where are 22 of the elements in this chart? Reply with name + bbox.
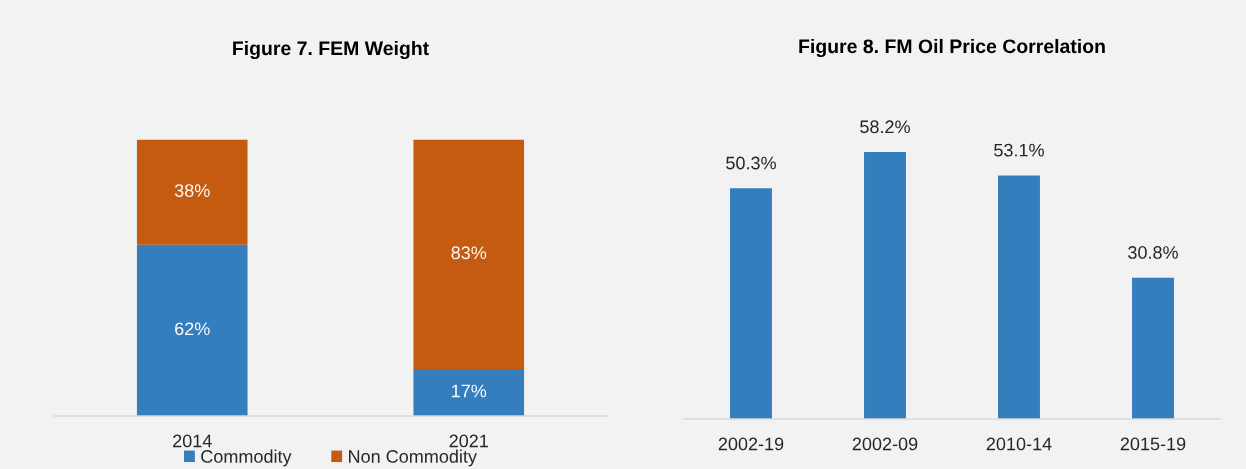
data-label: 17% — [452, 384, 487, 398]
data-label: 30.8% — [1128, 246, 1178, 259]
chart-title: Figure 8. FM Oil Price Correlation — [799, 38, 1105, 58]
data-label: 53.1% — [994, 143, 1044, 157]
data-label: 58.2% — [860, 120, 910, 134]
x-tick-label: 2021 — [449, 434, 488, 448]
legend-label: Commodity — [201, 449, 292, 467]
data-label: 38% — [174, 184, 210, 197]
bar — [864, 152, 906, 419]
x-tick-label: 2002-09 — [852, 437, 918, 451]
chart-title: Figure 7. FEM Weight — [233, 40, 429, 60]
data-label: 83% — [451, 246, 487, 260]
bar — [730, 188, 772, 419]
legend-label: Non Commodity — [349, 449, 477, 467]
data-label: 62% — [175, 322, 210, 336]
bar — [998, 175, 1040, 419]
bar — [1132, 277, 1174, 419]
x-tick-label: 2014 — [173, 434, 212, 448]
x-tick-label: 2002-19 — [718, 437, 784, 451]
x-tick-label: 2010-14 — [986, 437, 1052, 451]
data-label: 50.3% — [726, 156, 776, 170]
x-tick-label: 2015-19 — [1120, 437, 1186, 451]
